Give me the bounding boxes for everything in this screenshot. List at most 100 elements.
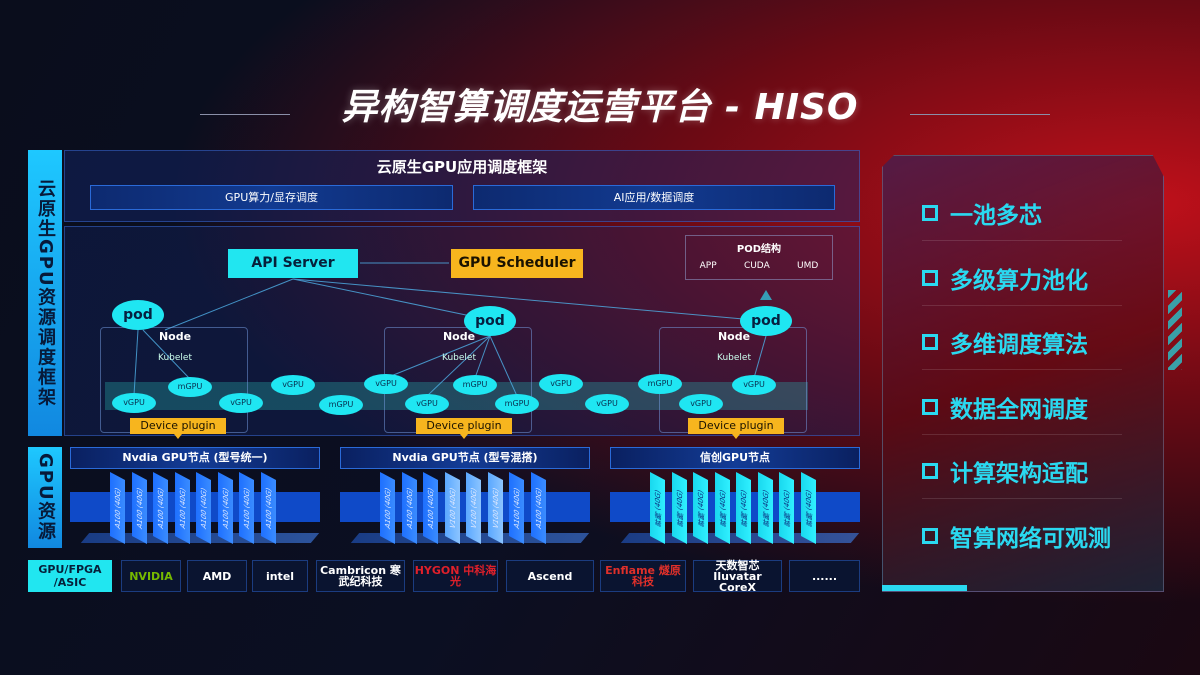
gpu-chip-label: A100 (40G) bbox=[113, 485, 122, 531]
feature-item: 智算网络可观测 bbox=[922, 519, 1111, 553]
vendor-logo-nvidia: NVIDIA bbox=[121, 560, 181, 592]
vgpu-ellipse: vGPU bbox=[405, 394, 449, 414]
vgpu-ellipse: vGPU bbox=[679, 394, 723, 414]
gpu-scheduler-box: GPU Scheduler bbox=[451, 249, 583, 278]
feature-divider bbox=[922, 369, 1122, 370]
gpu-chip: A100 (40G) bbox=[153, 472, 168, 544]
node-label: Node bbox=[717, 330, 751, 343]
feature-divider bbox=[922, 304, 1122, 306]
gpu-chip-label: 昇腾 (40G) bbox=[782, 487, 791, 529]
gpu-chip-label: V100 (40G) bbox=[448, 485, 456, 531]
api-server-box: API Server bbox=[228, 249, 358, 278]
checkbox-square-icon bbox=[922, 463, 938, 479]
feature-label: 计算架构适配 bbox=[950, 461, 1088, 487]
vendor-logo-hygon: HYGON 中科海光 bbox=[413, 560, 498, 592]
checkbox-square-icon bbox=[922, 269, 938, 286]
feature-divider bbox=[922, 498, 1122, 499]
pod-ellipse: pod bbox=[112, 300, 164, 330]
feature-item: 计算架构适配 bbox=[922, 454, 1088, 488]
kubelet-label: Kubelet bbox=[158, 353, 192, 363]
feature-item: 多维调度算法 bbox=[922, 325, 1088, 359]
title-divider-left bbox=[200, 114, 290, 115]
pod-item-app: APP bbox=[699, 261, 717, 271]
pod-structure-title: POD结构 bbox=[736, 244, 782, 255]
feature-label: 多级算力池化 bbox=[950, 267, 1088, 294]
gpu-chip: 昇腾 (40G) bbox=[671, 472, 687, 544]
feature-label: 智算网络可观测 bbox=[950, 525, 1111, 552]
gpu-chip-label: A100 (40G) bbox=[383, 485, 392, 531]
gpu-chip-label: A100 (40G) bbox=[242, 485, 251, 531]
framework-title: 云原生GPU应用调度框架 bbox=[376, 158, 548, 176]
ai-data-bar: AI应用/数据调度 bbox=[473, 185, 835, 210]
mgpu-ellipse: mGPU bbox=[638, 374, 682, 394]
gpu-chip-label: A100 (40G) bbox=[178, 485, 186, 531]
gpu-chip-label: A100 (40G) bbox=[534, 485, 542, 531]
gpu-chip: V100 (40G) bbox=[466, 472, 481, 544]
vgpu-ellipse: vGPU bbox=[364, 374, 408, 394]
page-title: 异构智算调度运营平台 - HISO bbox=[341, 87, 859, 128]
title-divider-right bbox=[910, 114, 1050, 115]
gpu-chip: A100 (40G) bbox=[196, 472, 211, 544]
pod-ellipse: pod bbox=[464, 306, 516, 336]
vgpu-ellipse: vGPU bbox=[732, 375, 776, 395]
kubelet-label: Kubelet bbox=[717, 353, 751, 363]
gpu-chip: A100 (40G) bbox=[423, 472, 438, 544]
pod-structure-box: POD结构 APP CUDA UMD bbox=[685, 235, 833, 280]
gpu-chip-label: A100 (40G) bbox=[135, 485, 143, 531]
vendor-logo-cambricon: Cambricon 寒武纪科技 bbox=[316, 560, 405, 592]
feature-divider bbox=[922, 433, 1122, 435]
vendor-logo-enflame: Enflame 燧原科技 bbox=[600, 560, 686, 592]
gpu-chip: 昇腾 (40G) bbox=[693, 472, 708, 544]
gpu-chip-label: A100 (40G) bbox=[405, 485, 413, 531]
gpu-chip-label: V100 (40G) bbox=[491, 485, 499, 531]
gpu-chip: V100 (40G) bbox=[444, 472, 460, 544]
gpu-chip-label: 昇腾 (40G) bbox=[675, 487, 683, 529]
gpu-chip: A100 (40G) bbox=[380, 472, 395, 544]
feature-label: 数据全网调度 bbox=[950, 396, 1088, 423]
checkbox-square-icon bbox=[922, 334, 938, 350]
feature-item: 一池多芯 bbox=[922, 196, 1042, 230]
gpu-chip-label: V100 (40G) bbox=[469, 485, 478, 531]
kubelet-label: Kubelet bbox=[442, 353, 476, 363]
node-label: Node bbox=[442, 330, 476, 343]
vendor-logo-ascend: Ascend bbox=[506, 560, 594, 592]
vgpu-ellipse: vGPU bbox=[585, 394, 629, 414]
feature-item: 数据全网调度 bbox=[922, 390, 1088, 424]
gpu-chip-label: 昇腾 (40G) bbox=[804, 487, 812, 529]
checkbox-square-icon bbox=[922, 398, 938, 415]
gpu-chip-label: A100 (40G) bbox=[221, 485, 229, 531]
device-plugin-box: Device plugin bbox=[416, 418, 512, 439]
gpu-chip: 昇腾 (40G) bbox=[757, 472, 773, 544]
gpu-group-base bbox=[610, 492, 860, 522]
gpu-chip-label: 昇腾 (40G) bbox=[653, 487, 662, 529]
mgpu-ellipse: mGPU bbox=[495, 394, 539, 414]
node-label: Node bbox=[158, 330, 192, 343]
vendor-logo-8: ...... bbox=[789, 560, 860, 592]
vgpu-ellipse: vGPU bbox=[271, 375, 315, 395]
gpu-chip: 昇腾 (40G) bbox=[650, 472, 665, 544]
gpu-chip: A100 (40G) bbox=[509, 472, 524, 544]
feature-label: 一池多芯 bbox=[950, 203, 1042, 229]
feature-divider bbox=[922, 240, 1122, 241]
gpu-chip: 昇腾 (40G) bbox=[800, 472, 816, 544]
checkbox-square-icon bbox=[922, 205, 938, 221]
gpu-group-title: 信创GPU节点 bbox=[610, 447, 860, 469]
gpu-chip: A100 (40G) bbox=[174, 472, 190, 544]
feature-item: 多级算力池化 bbox=[922, 261, 1088, 295]
panel-accent-decoration bbox=[882, 585, 967, 591]
gpu-group-base bbox=[70, 492, 320, 522]
gpu-chip-label: 昇腾 (40G) bbox=[718, 487, 726, 529]
gpu-chip: 昇腾 (40G) bbox=[736, 472, 751, 544]
gpu-chip: 昇腾 (40G) bbox=[714, 472, 730, 544]
pod-item-umd: UMD bbox=[797, 261, 819, 271]
device-plugin-box: Device plugin bbox=[130, 418, 226, 439]
side-label-scheduling: 云原生GPU资源调度框架 bbox=[28, 150, 62, 436]
gpu-chip: 昇腾 (40G) bbox=[779, 472, 794, 544]
gpu-chip-label: 昇腾 (40G) bbox=[696, 487, 705, 529]
gpu-chip: A100 (40G) bbox=[110, 472, 125, 544]
gpu-group-title: Nvdia GPU节点 (型号混搭) bbox=[340, 447, 590, 469]
gpu-chip-label: A100 (40G) bbox=[156, 485, 165, 531]
gpu-chip-label: 昇腾 (40G) bbox=[739, 487, 748, 529]
device-plugin-box: Device plugin bbox=[688, 418, 784, 439]
